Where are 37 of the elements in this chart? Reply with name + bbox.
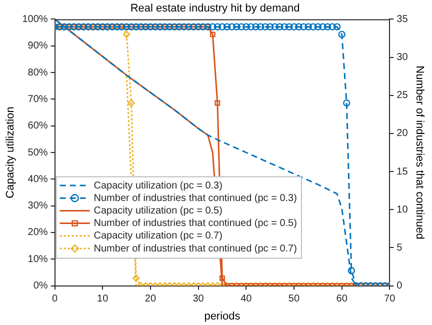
legend-label: Capacity utilization (pc = 0.7) [94, 230, 222, 242]
y2-tick-label: 35 [396, 14, 408, 25]
y-tick-label: 30% [28, 200, 48, 212]
y-tick-label: 20% [28, 227, 48, 238]
x-tick-label: 10 [97, 294, 109, 305]
y-tick-label: 40% [28, 174, 48, 185]
legend-label: Number of industries that continued (pc = 0.5) [94, 218, 297, 230]
x-axis-title: periods [204, 310, 241, 322]
y-tick-label: 100% [22, 14, 48, 25]
y2-tick-label: 20 [396, 128, 408, 140]
legend-label: Number of industries that continued (pc = 0.7) [94, 243, 297, 254]
legend-label: Number of industries that continued (pc = 0.3) [94, 192, 297, 204]
y2-tick-label: 5 [396, 242, 403, 254]
legend-label: Capacity utilization (pc = 0.3) [94, 180, 222, 192]
x-tick-label: 0 [52, 294, 58, 305]
y-tick-label: 90% [28, 40, 48, 52]
legend-label: Capacity utilization (pc = 0.5) [94, 205, 222, 216]
x-tick-label: 60 [336, 294, 348, 305]
y-tick-label: 10% [28, 254, 48, 265]
y2-tick-label: 30 [396, 52, 408, 64]
y2-tick-label: 0 [396, 280, 403, 292]
chart-title: Real estate industry hit by demand [130, 2, 300, 15]
y-tick-label: 0% [33, 280, 48, 292]
x-tick-label: 40 [240, 294, 252, 305]
y2-tick-label: 25 [396, 90, 408, 102]
y-tick-label: 70% [28, 94, 48, 105]
y2-axis-title: Number of industries that continued [413, 66, 426, 240]
y-axis-title: Capacity utilization [4, 106, 17, 198]
y2-tick-label: 15 [396, 166, 408, 178]
y-tick-label: 60% [28, 120, 48, 132]
x-tick-label: 50 [288, 294, 300, 305]
x-tick-label: 70 [384, 294, 396, 305]
y-tick-label: 50% [28, 147, 48, 158]
x-tick-label: 30 [192, 294, 204, 305]
y-tick-label: 80% [28, 67, 48, 78]
x-tick-label: 20 [144, 294, 156, 305]
y2-tick-label: 10 [396, 204, 408, 216]
